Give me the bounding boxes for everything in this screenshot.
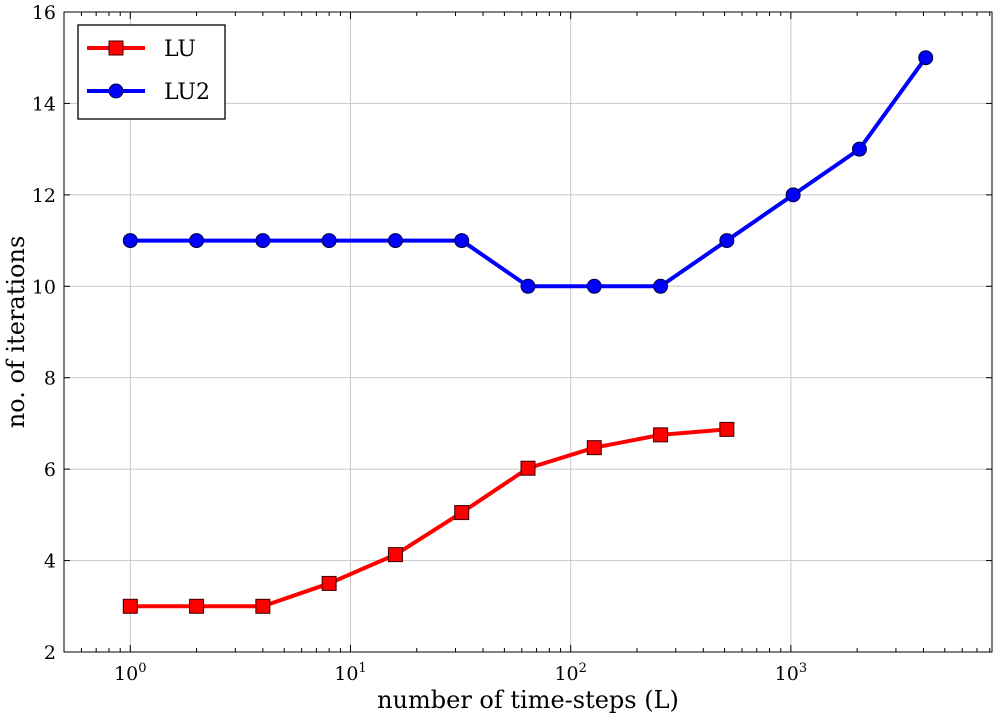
data-point-lu [719,421,735,437]
series-layer [122,50,934,614]
y-axis-label: no. of iterations [2,236,30,429]
y-tick-label: 14 [32,93,56,115]
data-point-lu [255,598,271,614]
legend-label-lu2: LU2 [164,80,210,105]
x-axis-label: number of time-steps (L) [377,686,679,714]
data-point-lu2 [387,233,403,249]
series-lu2 [122,50,934,294]
x-tick-label: 101 [334,661,366,685]
data-point-lu2 [785,187,801,203]
y-tick-label: 12 [32,185,56,207]
x-tick-label: 103 [775,661,807,685]
y-tick-label: 16 [32,2,56,24]
data-point-lu2 [255,233,271,249]
data-point-lu2 [653,278,669,294]
data-point-lu [189,598,205,614]
legend-marker-lu2 [108,83,124,99]
y-tick-label: 10 [32,276,56,298]
data-point-lu [387,547,403,563]
y-tick-label: 6 [44,459,56,481]
data-point-lu2 [321,233,337,249]
data-point-lu2 [851,141,867,157]
legend: LU LU2 [77,24,226,120]
data-point-lu2 [520,278,536,294]
data-point-lu [454,505,470,521]
y-tick-label: 4 [44,551,56,573]
data-point-lu [122,598,138,614]
legend-label-lu: LU [164,37,196,62]
data-point-lu [321,575,337,591]
data-point-lu [520,460,536,476]
data-point-lu [653,427,669,443]
series-line-lu [130,427,728,609]
plot-frame [63,11,993,653]
data-point-lu2 [454,233,470,249]
legend-marker-lu [108,40,124,56]
series-lu [122,421,735,614]
data-point-lu2 [122,233,138,249]
y-tick-label: 2 [44,642,56,664]
data-point-lu [586,440,602,456]
y-tick-label: 8 [44,368,56,390]
data-point-lu2 [719,233,735,249]
series-line-lu2 [130,56,928,289]
data-point-lu2 [918,50,934,66]
x-tick-label: 102 [554,661,586,685]
data-point-lu2 [586,278,602,294]
data-point-lu2 [189,233,205,249]
tick-layer: 2 4 6 8 10 12 14 16 100 101 102 103 [32,2,992,685]
legend-box [77,24,226,120]
x-tick-label: 100 [114,661,146,685]
